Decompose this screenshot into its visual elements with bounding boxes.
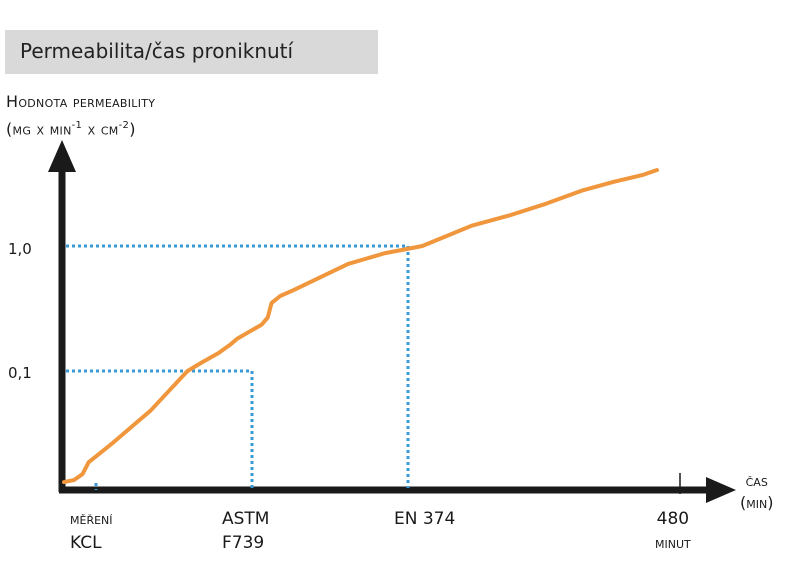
y-axis-label-line1: Hodnota permeability [6, 92, 156, 111]
x-marker-en374: EN 374 [394, 507, 455, 531]
x-marker-astm-line1: ASTM [222, 509, 270, 529]
x-marker-480-line1: 480 [656, 509, 690, 529]
x-axis-arrow [706, 477, 736, 503]
y-tick-label-0-1: 0,1 [8, 364, 32, 382]
y-axis-label-line2: (μg x min-1 x cm-2) [6, 114, 155, 141]
x-axis-label-line2: (min) [740, 493, 774, 512]
x-marker-480: 480 minut [655, 507, 691, 555]
x-marker-480-line2: minut [655, 533, 691, 552]
permeability-curve [62, 168, 659, 485]
x-marker-en374-line1: EN 374 [394, 509, 456, 529]
x-marker-astm-line2: F739 [222, 533, 265, 553]
guide-lines [66, 244, 410, 488]
x-marker-kcl-line2: KCL [70, 533, 102, 553]
y-axis-label: Hodnota permeability (μg x min-1 x cm-2) [6, 90, 155, 141]
x-axis-label: čas (min) [740, 470, 773, 514]
y-axis-arrow [48, 140, 76, 172]
x-marker-astm: ASTM F739 [222, 507, 269, 555]
y-tick-label-1-0: 1,0 [8, 240, 32, 258]
y-unit-post: ) [129, 119, 136, 139]
y-unit-sup1: -1 [71, 120, 83, 131]
title-bar: Permeabilita/čas proniknutí [5, 30, 378, 74]
x-axis-label-line1: čas [745, 471, 768, 490]
x-marker-kcl-line1: měření [70, 509, 113, 528]
x-marker-kcl: měření KCL [70, 507, 113, 555]
y-unit-mid: x cm [82, 119, 119, 139]
chart-title: Permeabilita/čas proniknutí [20, 39, 294, 63]
y-unit-pre: (μg x min [6, 119, 72, 139]
y-unit-sup2: -2 [118, 120, 130, 131]
